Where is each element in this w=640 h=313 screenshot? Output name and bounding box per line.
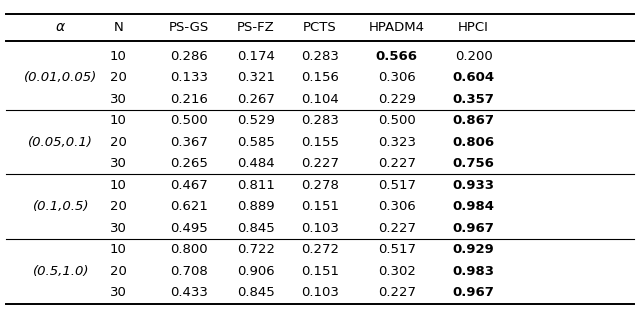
Text: 0.302: 0.302 [378, 265, 416, 278]
Text: N: N [113, 21, 124, 34]
Text: 0.811: 0.811 [237, 179, 275, 192]
Text: 0.156: 0.156 [301, 71, 339, 84]
Text: 0.216: 0.216 [170, 93, 208, 106]
Text: 0.806: 0.806 [452, 136, 495, 149]
Text: 0.484: 0.484 [237, 157, 275, 170]
Text: 0.604: 0.604 [452, 71, 495, 84]
Text: 10: 10 [110, 114, 127, 127]
Text: 10: 10 [110, 179, 127, 192]
Text: PS-GS: PS-GS [169, 21, 209, 34]
Text: 0.265: 0.265 [170, 157, 208, 170]
Text: 0.433: 0.433 [170, 286, 208, 299]
Text: PS-FZ: PS-FZ [237, 21, 275, 34]
Text: 20: 20 [110, 71, 127, 84]
Text: 10: 10 [110, 50, 127, 63]
Text: (0.01,0.05): (0.01,0.05) [24, 71, 97, 84]
Text: 10: 10 [110, 243, 127, 256]
Text: 0.585: 0.585 [237, 136, 275, 149]
Text: 0.929: 0.929 [452, 243, 495, 256]
Text: HPADM4: HPADM4 [369, 21, 425, 34]
Text: PCTS: PCTS [303, 21, 337, 34]
Text: 0.495: 0.495 [170, 222, 207, 235]
Text: 0.722: 0.722 [237, 243, 275, 256]
Text: 0.517: 0.517 [378, 179, 416, 192]
Text: 0.321: 0.321 [237, 71, 275, 84]
Text: 0.889: 0.889 [237, 200, 275, 213]
Text: 20: 20 [110, 136, 127, 149]
Text: 0.933: 0.933 [452, 179, 495, 192]
Text: (0.5,1.0): (0.5,1.0) [33, 265, 89, 278]
Text: 0.227: 0.227 [378, 222, 416, 235]
Text: 0.103: 0.103 [301, 286, 339, 299]
Text: 0.845: 0.845 [237, 286, 275, 299]
Text: (0.05,0.1): (0.05,0.1) [28, 136, 93, 149]
Text: HPCI: HPCI [458, 21, 489, 34]
Text: 0.323: 0.323 [378, 136, 416, 149]
Text: 0.278: 0.278 [301, 179, 339, 192]
Text: 0.272: 0.272 [301, 243, 339, 256]
Text: 0.517: 0.517 [378, 243, 416, 256]
Text: 0.151: 0.151 [301, 265, 339, 278]
Text: 0.867: 0.867 [452, 114, 495, 127]
Text: 0.229: 0.229 [378, 93, 416, 106]
Text: 0.800: 0.800 [170, 243, 207, 256]
Text: 0.756: 0.756 [452, 157, 495, 170]
Text: 0.283: 0.283 [301, 114, 339, 127]
Text: 0.906: 0.906 [237, 265, 275, 278]
Text: 0.708: 0.708 [170, 265, 207, 278]
Text: 30: 30 [110, 157, 127, 170]
Text: 0.983: 0.983 [452, 265, 495, 278]
Text: 0.283: 0.283 [301, 50, 339, 63]
Text: 0.967: 0.967 [452, 286, 495, 299]
Text: 0.500: 0.500 [170, 114, 207, 127]
Text: 0.529: 0.529 [237, 114, 275, 127]
Text: $\alpha$: $\alpha$ [55, 20, 67, 34]
Text: 0.104: 0.104 [301, 93, 339, 106]
Text: 0.357: 0.357 [452, 93, 495, 106]
Text: 0.500: 0.500 [378, 114, 415, 127]
Text: 0.227: 0.227 [378, 157, 416, 170]
Text: 0.467: 0.467 [170, 179, 207, 192]
Text: 0.367: 0.367 [170, 136, 208, 149]
Text: 0.151: 0.151 [301, 200, 339, 213]
Text: 0.566: 0.566 [376, 50, 418, 63]
Text: 0.306: 0.306 [378, 200, 415, 213]
Text: 0.227: 0.227 [378, 286, 416, 299]
Text: 0.845: 0.845 [237, 222, 275, 235]
Text: 30: 30 [110, 286, 127, 299]
Text: 20: 20 [110, 200, 127, 213]
Text: 0.621: 0.621 [170, 200, 208, 213]
Text: 0.155: 0.155 [301, 136, 339, 149]
Text: 0.984: 0.984 [452, 200, 495, 213]
Text: 0.227: 0.227 [301, 157, 339, 170]
Text: (0.1,0.5): (0.1,0.5) [33, 200, 89, 213]
Text: 0.306: 0.306 [378, 71, 415, 84]
Text: 30: 30 [110, 222, 127, 235]
Text: 0.103: 0.103 [301, 222, 339, 235]
Text: 0.967: 0.967 [452, 222, 495, 235]
Text: 0.200: 0.200 [455, 50, 492, 63]
Text: 30: 30 [110, 93, 127, 106]
Text: 0.286: 0.286 [170, 50, 207, 63]
Text: 0.174: 0.174 [237, 50, 275, 63]
Text: 0.267: 0.267 [237, 93, 275, 106]
Text: 20: 20 [110, 265, 127, 278]
Text: 0.133: 0.133 [170, 71, 208, 84]
